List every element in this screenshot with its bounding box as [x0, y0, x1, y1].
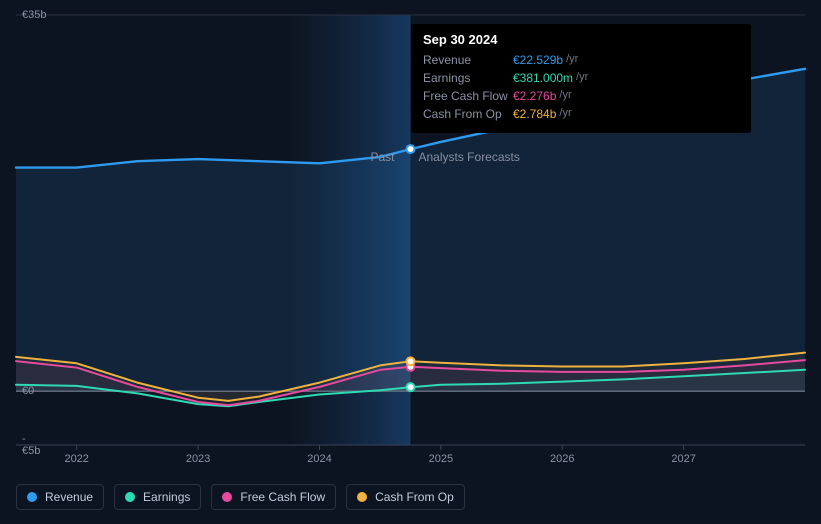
tooltip-key: Earnings	[423, 71, 513, 85]
revenue-forecast-chart: €35b €0 -€5b 2022 2023 2024 2025 2026 2027 Past…	[0, 0, 821, 524]
tooltip-unit: /yr	[559, 89, 571, 103]
x-tick-label: 2023	[186, 453, 210, 465]
tooltip-key: Free Cash Flow	[423, 89, 513, 103]
legend-item-fcf[interactable]: Free Cash Flow	[211, 484, 336, 510]
legend-swatch-icon	[125, 492, 135, 502]
tooltip-row: Cash From Op€2.784b/yr	[423, 105, 739, 123]
legend-label: Earnings	[143, 490, 190, 504]
tooltip-key: Revenue	[423, 53, 513, 67]
y-tick-label: €35b	[22, 9, 46, 21]
chart-tooltip: Sep 30 2024 Revenue€22.529b/yrEarnings€3…	[411, 24, 751, 133]
legend-label: Revenue	[45, 490, 93, 504]
tooltip-row: Free Cash Flow€2.276b/yr	[423, 87, 739, 105]
marker-revenue	[407, 145, 415, 153]
forecast-region-label: Analysts Forecasts	[419, 150, 520, 164]
legend-swatch-icon	[27, 492, 37, 502]
tooltip-unit: /yr	[566, 53, 578, 67]
legend-item-revenue[interactable]: Revenue	[16, 484, 104, 510]
legend-item-cfo[interactable]: Cash From Op	[346, 484, 465, 510]
past-region-label: Past	[371, 150, 395, 164]
chart-legend: Revenue Earnings Free Cash Flow Cash From O…	[16, 484, 465, 510]
tooltip-row: Earnings€381.000m/yr	[423, 69, 739, 87]
legend-label: Cash From Op	[375, 490, 454, 504]
tooltip-unit: /yr	[576, 71, 588, 85]
x-tick-label: 2024	[307, 453, 331, 465]
marker-earnings	[407, 383, 415, 391]
legend-swatch-icon	[357, 492, 367, 502]
y-tick-label: -€5b	[22, 433, 40, 457]
marker-cfo	[407, 357, 415, 365]
tooltip-value: €2.784b	[513, 107, 556, 121]
tooltip-value: €381.000m	[513, 71, 573, 85]
legend-label: Free Cash Flow	[240, 490, 325, 504]
legend-swatch-icon	[222, 492, 232, 502]
tooltip-title: Sep 30 2024	[423, 32, 739, 47]
tooltip-unit: /yr	[559, 107, 571, 121]
x-tick-label: 2022	[64, 453, 88, 465]
x-tick-label: 2027	[671, 453, 695, 465]
x-tick-label: 2025	[429, 453, 453, 465]
tooltip-value: €2.276b	[513, 89, 556, 103]
tooltip-value: €22.529b	[513, 53, 563, 67]
tooltip-row: Revenue€22.529b/yr	[423, 51, 739, 69]
legend-item-earnings[interactable]: Earnings	[114, 484, 201, 510]
x-tick-label: 2026	[550, 453, 574, 465]
y-tick-label: €0	[22, 385, 34, 397]
tooltip-key: Cash From Op	[423, 107, 513, 121]
